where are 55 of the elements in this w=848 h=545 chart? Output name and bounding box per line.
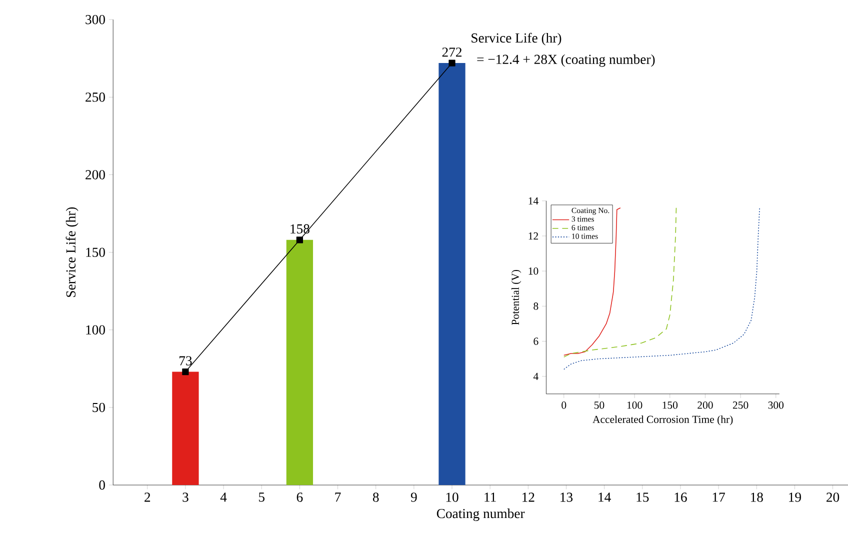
y-tick-label: 100 xyxy=(86,325,105,335)
bar xyxy=(172,372,199,486)
x-tick-label: 300 xyxy=(768,402,784,409)
x-tick-label: 19 xyxy=(789,492,801,502)
point xyxy=(448,60,456,66)
data-label: 73 xyxy=(180,356,192,366)
x-tick-label: 7 xyxy=(335,492,341,502)
y-axis-title: Potential (V) xyxy=(511,270,522,326)
y-tick-label: 10 xyxy=(528,268,538,275)
y-tick-label: 150 xyxy=(86,248,105,258)
x-tick-label: 20 xyxy=(826,492,840,502)
x-axis-title: Coating number xyxy=(436,508,525,522)
x-tick-label: 3 xyxy=(182,492,188,502)
bar xyxy=(286,240,314,486)
x-tick-label: 150 xyxy=(662,402,678,409)
annotation: = −12.4 + 28X (coating number) xyxy=(477,54,655,67)
point xyxy=(182,368,189,376)
y-axis-title: Service Life (hr) xyxy=(66,207,78,298)
x-axis-title: Accelerated Corrosion Time (hr) xyxy=(592,416,733,426)
x-tick-label: 11 xyxy=(484,492,496,502)
bar xyxy=(438,63,466,486)
data-label: 158 xyxy=(290,224,310,234)
y-tick-label: 8 xyxy=(534,302,538,310)
x-tick-label: 50 xyxy=(594,402,604,409)
x-tick-label: 18 xyxy=(750,492,763,502)
x-tick-label: 10 xyxy=(446,492,458,502)
line-series xyxy=(563,208,621,356)
line-series xyxy=(563,208,760,370)
x-tick-label: 17 xyxy=(712,492,725,502)
x-tick-label: 2 xyxy=(144,492,150,502)
point xyxy=(296,236,304,244)
y-tick-label: 300 xyxy=(86,15,105,24)
x-tick-label: 8 xyxy=(372,492,379,502)
x-tick-label: 100 xyxy=(627,402,642,409)
x-tick-label: 15 xyxy=(636,492,649,502)
data-label: 272 xyxy=(442,48,462,57)
y-tick-label: 4 xyxy=(533,372,538,380)
y-tick-label: 12 xyxy=(528,232,538,240)
y-tick-label: 14 xyxy=(528,197,538,205)
annotation: Service Life (hr) xyxy=(472,32,562,46)
x-tick-label: 250 xyxy=(732,402,748,409)
x-tick-label: 16 xyxy=(674,492,687,502)
y-tick-label: 0 xyxy=(99,480,105,490)
x-tick-label: 0 xyxy=(562,402,566,409)
x-tick-label: 5 xyxy=(258,492,265,502)
y-tick-label: 6 xyxy=(534,338,538,345)
x-tick-label: 6 xyxy=(296,492,303,502)
x-tick-label: 200 xyxy=(698,402,713,409)
x-tick-label: 9 xyxy=(410,492,417,502)
y-tick-label: 200 xyxy=(86,170,105,180)
y-tick-label: 250 xyxy=(86,92,105,102)
x-tick-label: 4 xyxy=(220,492,227,502)
line-series xyxy=(563,208,677,358)
x-tick-label: 13 xyxy=(560,492,573,502)
x-tick-label: 14 xyxy=(598,492,611,502)
